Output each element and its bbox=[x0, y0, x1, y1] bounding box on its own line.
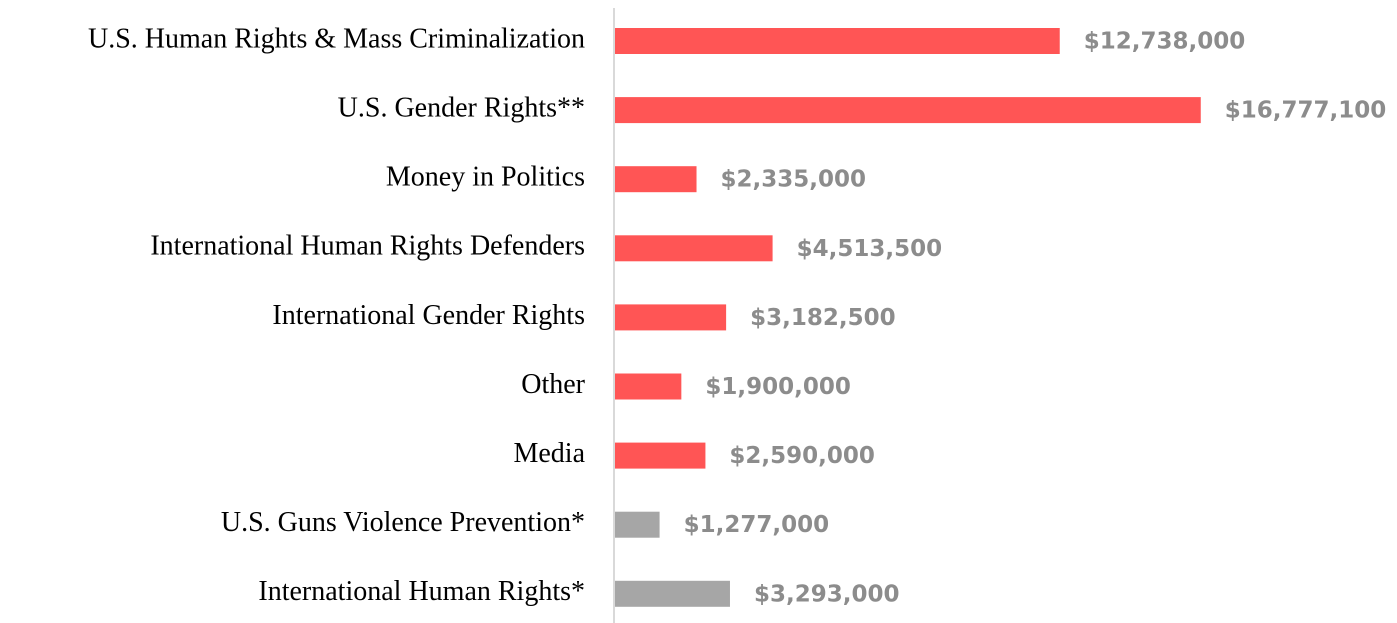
bar bbox=[615, 235, 773, 262]
bar bbox=[615, 28, 1060, 54]
value-label: $1,900,000 bbox=[705, 374, 851, 400]
category-label: U.S. Human Rights & Mass Criminalization bbox=[88, 23, 585, 54]
category-label: U.S. Guns Violence Prevention* bbox=[221, 507, 585, 538]
category-label: Media bbox=[513, 438, 585, 469]
value-label: $2,335,000 bbox=[721, 167, 867, 193]
category-label: Money in Politics bbox=[386, 162, 585, 193]
bar bbox=[615, 373, 682, 400]
category-label: International Human Rights* bbox=[258, 576, 585, 607]
bar bbox=[615, 97, 1201, 124]
value-label: $2,590,000 bbox=[729, 443, 875, 469]
value-label: $3,293,000 bbox=[754, 581, 900, 607]
value-label: $3,182,500 bbox=[750, 305, 896, 331]
bar bbox=[615, 580, 730, 607]
value-label: $16,777,100 bbox=[1225, 98, 1387, 124]
value-label: $4,513,500 bbox=[797, 236, 943, 262]
bar bbox=[615, 304, 727, 331]
value-label: $1,277,000 bbox=[684, 512, 830, 538]
category-label: International Gender Rights bbox=[272, 300, 585, 331]
value-label: $12,738,000 bbox=[1084, 29, 1246, 55]
bar bbox=[615, 442, 706, 469]
bar bbox=[615, 166, 697, 193]
category-label: Other bbox=[521, 369, 585, 400]
category-label: International Human Rights Defenders bbox=[150, 231, 585, 262]
bar bbox=[615, 511, 660, 538]
category-label: U.S. Gender Rights** bbox=[338, 93, 585, 124]
